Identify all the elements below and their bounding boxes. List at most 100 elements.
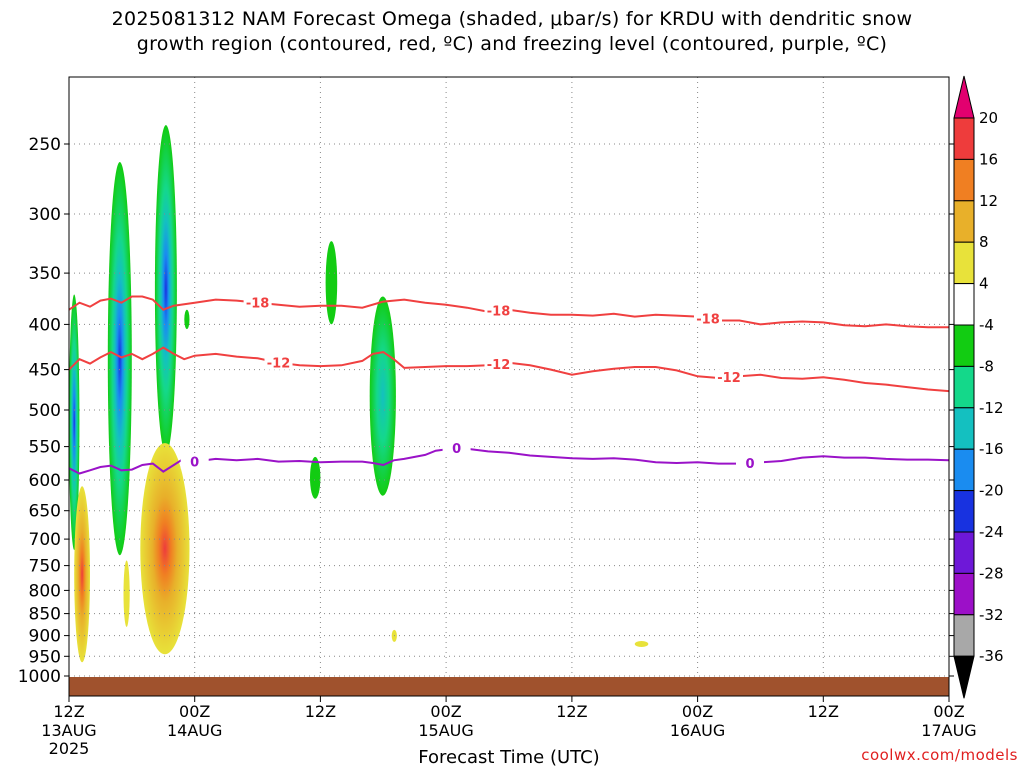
- x-tick-label: 00Z: [430, 702, 461, 721]
- x-tick-sublabel: 2025: [49, 739, 90, 758]
- x-tick-label: 12Z: [808, 702, 839, 721]
- omega-cell-ascent: [325, 241, 338, 325]
- contour-label-bg: [715, 369, 743, 385]
- contour-label-bg: [736, 455, 764, 470]
- y-tick-label: 450: [29, 361, 61, 381]
- colorbar-bottom-arrow: [953, 655, 975, 699]
- colorbar-label: 16: [979, 150, 998, 168]
- y-tick-label: 900: [29, 627, 61, 647]
- x-tick-sublabel: 15AUG: [418, 721, 473, 740]
- colorbar-label: -32: [979, 606, 1004, 624]
- omega-cell-ascent: [107, 162, 132, 556]
- y-tick-label: 250: [29, 135, 61, 155]
- contour-label--12: -12: [267, 357, 291, 372]
- contour-label--18: -18: [487, 305, 511, 320]
- y-tick-label: 800: [29, 581, 61, 601]
- grid-lines: [69, 77, 949, 696]
- omega-cell-ascent: [310, 456, 321, 499]
- omega-cell-descent: [634, 641, 649, 647]
- surface-ground: [69, 677, 949, 696]
- x-tick-sublabel: 14AUG: [167, 721, 222, 740]
- contour-label--12: -12: [487, 358, 511, 373]
- omega-cell-ascent: [369, 296, 396, 496]
- colorbar-bin: [953, 365, 975, 409]
- contour-lines: -18 -18 -18 -12 -12 -12 0 0 0: [69, 294, 949, 475]
- omega-cell-descent: [74, 486, 90, 663]
- x-tick-label: 12Z: [53, 702, 84, 721]
- colorbar-bin: [953, 117, 975, 160]
- x-tick-label: 12Z: [305, 702, 336, 721]
- colorbar-label: -36: [979, 647, 1004, 665]
- colorbar-bin: [953, 572, 975, 616]
- y-tick-label: 1000: [18, 667, 61, 687]
- omega-cell-ascent: [154, 125, 177, 454]
- colorbar-bin: [953, 490, 975, 533]
- source-credit[interactable]: coolwx.com/models: [861, 746, 1018, 764]
- contour-label-bg: [484, 356, 513, 371]
- colorbar-bin: [953, 241, 975, 285]
- colorbar-label: 20: [979, 109, 998, 127]
- y-tick-label: 600: [29, 471, 61, 491]
- contour-line--18: [69, 295, 949, 329]
- colorbar-bin: [953, 448, 975, 492]
- y-tick-label: 650: [29, 502, 61, 522]
- x-tick-label: 00Z: [179, 702, 210, 721]
- colorbar-bin: [953, 531, 975, 574]
- colorbar-bin: [953, 324, 975, 367]
- contour-label--18: -18: [246, 297, 270, 312]
- surface-terrain: [69, 677, 949, 696]
- contour-label-bg: [264, 354, 293, 370]
- y-tick-label: 350: [29, 264, 61, 284]
- colorbar-label: -16: [979, 440, 1004, 458]
- omega-cell-ascent: [184, 309, 190, 330]
- contour-label-bg: [243, 294, 272, 310]
- colorbar-label: -24: [979, 523, 1004, 541]
- x-tick-sublabel: 13AUG: [41, 721, 96, 740]
- contour-label-bg: [180, 453, 209, 469]
- colorbar-bin: [953, 200, 975, 243]
- contour-label--18: -18: [696, 313, 720, 328]
- contour-label--12: -12: [717, 371, 741, 386]
- x-tick-label: 12Z: [556, 702, 587, 721]
- contour-label-0: 0: [745, 457, 754, 472]
- contour-label-0: 0: [190, 456, 199, 471]
- contour-label-bg: [442, 440, 471, 455]
- y-tick-label: 300: [29, 205, 61, 225]
- colorbar-label: 4: [979, 275, 989, 293]
- contour-line-0: [69, 446, 949, 475]
- axes: 2503003504004505005506006507007508008509…: [18, 135, 977, 758]
- colorbar-bin: [953, 407, 975, 450]
- contour-label-0: 0: [452, 442, 461, 457]
- y-tick-label: 850: [29, 605, 61, 625]
- omega-cell-descent: [123, 560, 130, 627]
- y-tick-label: 500: [29, 401, 61, 421]
- colorbar-bin: [953, 283, 975, 326]
- x-tick-label: 00Z: [933, 702, 964, 721]
- omega-cell-ascent: [69, 294, 80, 550]
- colorbar-top-arrow: [953, 75, 975, 119]
- colorbar: 20 16 12 8 4 -4 -8 -12 -16 -20 -24 -28 -32 -36: [953, 75, 1004, 699]
- colorbar-bin: [953, 614, 975, 657]
- chart-title-line-1: 2025081312 NAM Forecast Omega (shaded, μ…: [111, 8, 913, 30]
- y-tick-label: 550: [29, 438, 61, 458]
- contour-label-bg: [694, 310, 722, 326]
- x-axis-label: Forecast Time (UTC): [418, 747, 599, 768]
- colorbar-label: -4: [979, 316, 994, 334]
- colorbar-label: -28: [979, 564, 1004, 582]
- colorbar-label: 8: [979, 233, 989, 251]
- y-tick-label: 750: [29, 557, 61, 577]
- omega-shading: [69, 125, 649, 663]
- contour-line--12: [69, 346, 949, 393]
- x-tick-label: 00Z: [682, 702, 713, 721]
- x-tick-sublabel: 17AUG: [921, 721, 976, 740]
- x-tick-sublabel: 16AUG: [670, 721, 725, 740]
- omega-cell-descent: [140, 443, 190, 655]
- colorbar-label: -8: [979, 357, 994, 375]
- colorbar-label: 12: [979, 192, 998, 210]
- colorbar-bin: [953, 158, 975, 202]
- colorbar-label: -12: [979, 399, 1004, 417]
- y-tick-label: 950: [29, 647, 61, 667]
- colorbar-label: -20: [979, 482, 1004, 500]
- y-tick-label: 700: [29, 530, 61, 550]
